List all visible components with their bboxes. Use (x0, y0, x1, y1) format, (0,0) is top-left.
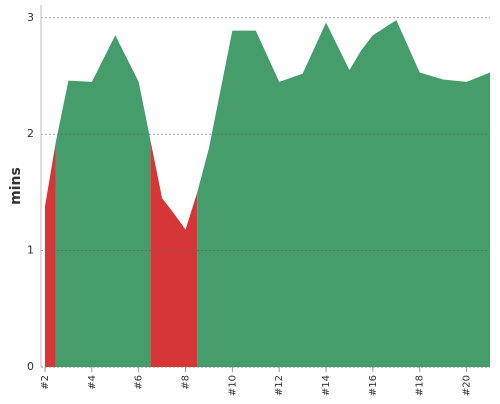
x-tick-label: #14 (321, 375, 332, 396)
x-tick-label: #6 (134, 375, 145, 390)
x-tick-label: #10 (227, 375, 238, 396)
area (150, 140, 198, 367)
y-tick-label: 1 (27, 244, 34, 257)
y-tick-label: 3 (27, 11, 34, 24)
y-tick-label: 0 (27, 360, 34, 373)
x-tick-label: #12 (274, 375, 285, 396)
area (55, 35, 151, 367)
x-tick-label: #20 (462, 375, 473, 396)
x-tick-label: #8 (181, 375, 192, 390)
area (197, 20, 490, 367)
y-axis-label: mins (8, 167, 24, 205)
x-tick-label: #2 (40, 375, 51, 390)
y-tick-label: 2 (27, 127, 34, 140)
x-tick-label: #4 (87, 375, 98, 390)
x-tick-label: #16 (368, 375, 379, 396)
x-tick-label: #18 (415, 375, 426, 396)
area (45, 143, 56, 367)
